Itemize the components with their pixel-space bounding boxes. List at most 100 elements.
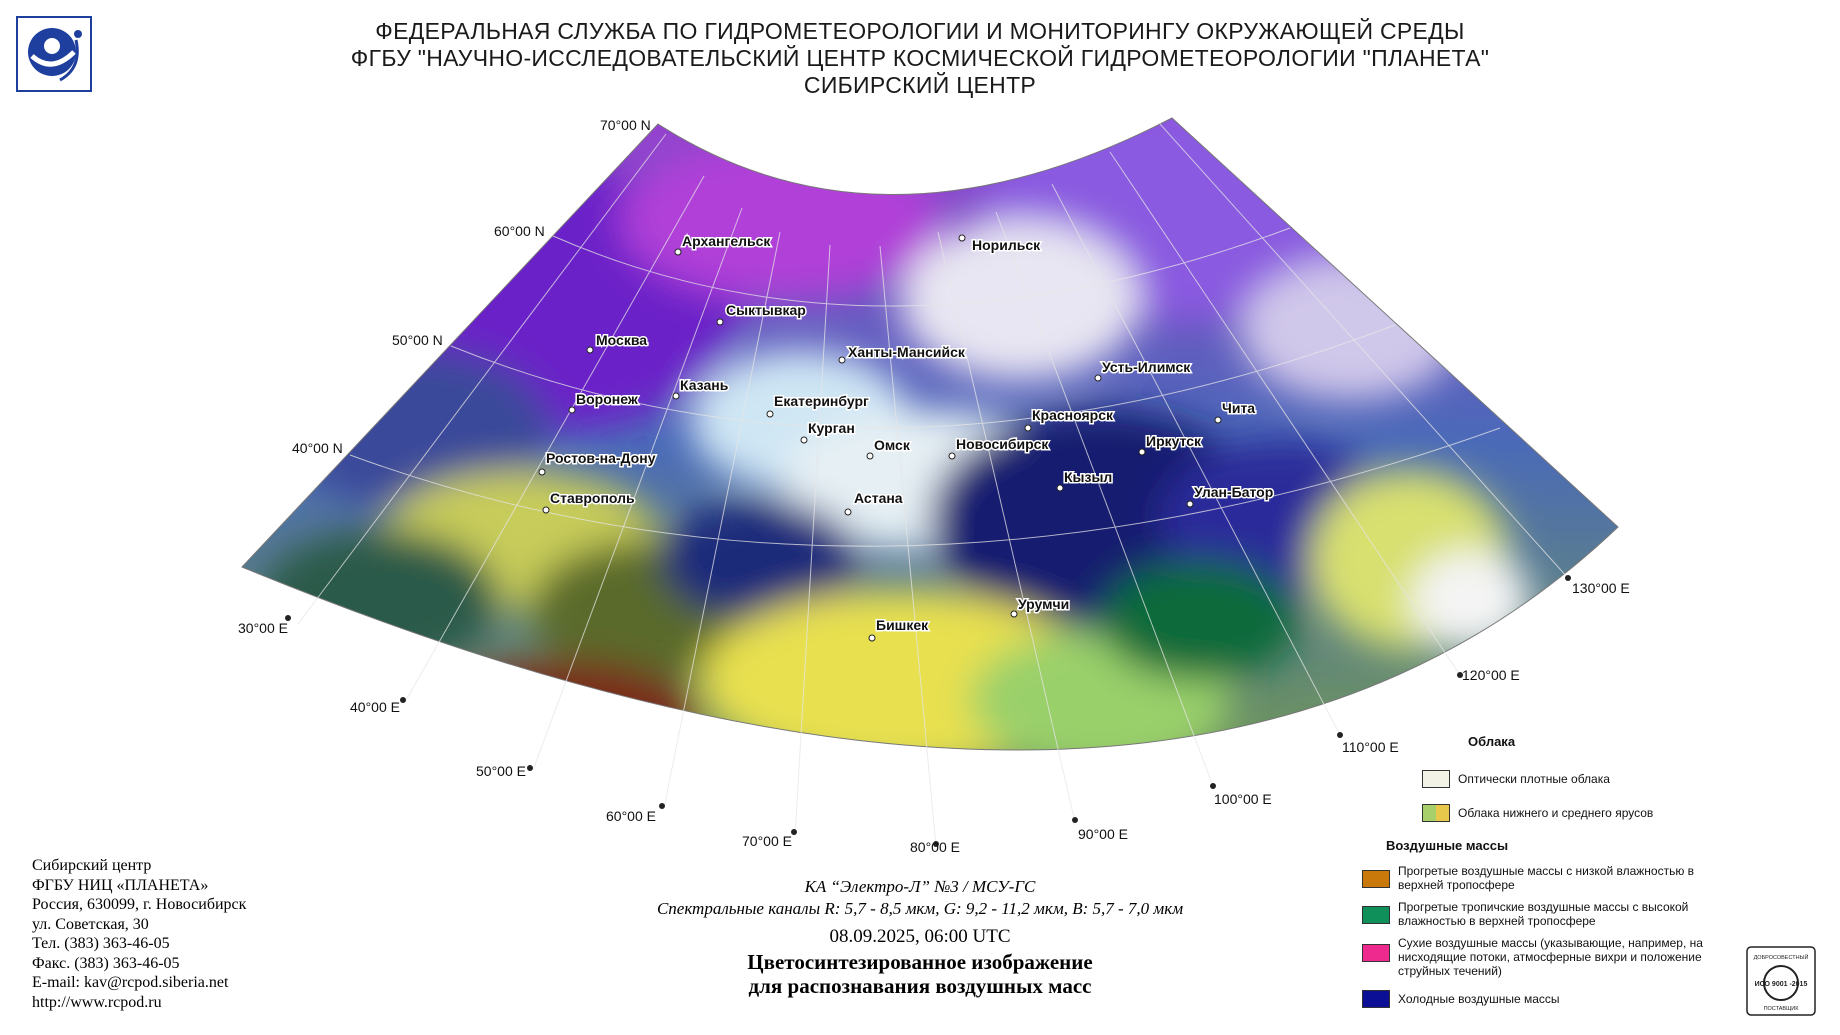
svg-text:Иркутск: Иркутск [1146,433,1202,449]
legend-item: Прогретые воздушные массы с низкой влажн… [1362,864,1698,892]
contact-line: ул. Советская, 30 [32,915,149,933]
legend-clouds-title: Облака [1468,734,1516,749]
iso-9001-badge: ДОБРОСОВЕСТНЫЙ ИСО 9001 -2015 ПОСТАВЩИК [1746,946,1816,1016]
city-urumqi: Урумчи [1010,595,1071,618]
svg-text:Ставрополь: Ставрополь [550,490,635,506]
city-novosibirsk: Новосибирск [948,435,1051,460]
legend-item: Прогретые тропичские воздушные массы с в… [1362,900,1698,928]
contact-line: Тел. (383) 363-46-05 [32,935,170,952]
svg-text:Кызыл: Кызыл [1064,469,1112,485]
lon-label: 40°00 E [350,699,400,715]
contact-url: http://www.rcpod.ru [32,993,162,1011]
header-line-3: СИБИРСКИЙ ЦЕНТР [803,72,1037,98]
legend-swatch [1362,990,1390,1008]
lon-label: 50°00 E [476,763,526,779]
svg-text:Воронеж: Воронеж [576,391,639,407]
svg-text:Новосибирск: Новосибирск [956,436,1049,452]
header-line-1: ФЕДЕРАЛЬНАЯ СЛУЖБА ПО ГИДРОМЕТЕОРОЛОГИИ … [375,18,1465,44]
legend-swatch [1362,944,1390,962]
city-kurgan: Курган [800,419,856,444]
header-line-2: ФГБУ "НАУЧНО-ИССЛЕДОВАТЕЛЬСКИЙ ЦЕНТР КОС… [350,45,1490,71]
svg-text:Астана: Астана [854,490,903,506]
city-voronezh: Воронеж [568,390,640,414]
svg-text:Казань: Казань [680,377,729,393]
legend-label: Прогретые тропичские воздушные массы с в… [1398,900,1689,928]
city-syktyvkar: Сыктывкар [716,301,807,326]
city-irkutsk: Иркутск [1138,432,1204,456]
city-kazan: Казань [672,376,730,400]
city-yekaterinburg: Екатеринбург [766,392,871,418]
svg-text:Архангельск: Архангельск [682,233,771,249]
contact-line: ФГБУ НИЦ «ПЛАНЕТА» [32,876,209,894]
contact-line: Сибирский центр [32,857,152,874]
lon-label: 30°00 E [238,620,288,636]
legend-label: Прогретые воздушные массы с низкой влажн… [1398,864,1695,892]
legend-swatch [1362,870,1390,888]
legend-label: Сухие воздушные массы (указывающие, напр… [1398,936,1703,978]
graticule [297,123,1569,847]
lat-label: 70°00 N [600,117,651,133]
header: ФЕДЕРАЛЬНАЯ СЛУЖБА ПО ГИДРОМЕТЕОРОЛОГИИ … [200,18,1640,99]
svg-text:ИСО 9001 -2015: ИСО 9001 -2015 [1755,981,1808,988]
svg-text:Сыктывкар: Сыктывкар [726,302,806,318]
svg-text:Норильск: Норильск [972,237,1041,253]
datetime: 08.09.2025, 06:00 UTC [829,926,1011,947]
legend-label: Холодные воздушные массы [1398,992,1560,1006]
legend-label: Оптически плотные облака [1458,772,1610,786]
lon-label: 80°00 E [910,839,960,855]
lat-label: 50°00 N [392,332,443,348]
svg-text:Омск: Омск [874,437,911,453]
lon-label: 70°00 E [742,833,792,849]
contact-info: Сибирский центр ФГБУ НИЦ «ПЛАНЕТА» Росси… [32,856,246,1012]
lon-label: 90°00 E [1078,826,1128,842]
city-ust-ilimsk: Усть-Илимск [1094,358,1193,382]
city-astana: Астана [844,489,904,516]
svg-text:Бишкек: Бишкек [876,617,929,633]
city-norilsk: Норильск [958,234,1043,255]
svg-text:Курган: Курган [808,420,855,436]
roshydromet-logo [16,16,92,92]
lon-label: 60°00 E [606,808,656,824]
legend-swatch [1362,906,1390,924]
lat-label: 60°00 N [494,223,545,239]
legend-item: Облака нижнего и среднего ярусов [1422,804,1798,822]
legend-swatch [1422,770,1450,788]
svg-text:Екатеринбург: Екатеринбург [774,393,869,409]
lat-label: 40°00 N [292,440,343,456]
svg-text:Москва: Москва [596,332,647,348]
contact-line: Факс. (383) 363-46-05 [32,954,180,972]
lon-label: 100°00 E [1214,791,1272,807]
caption: КА “Электро-Л” №3 / МСУ-ГС Спектральные … [560,876,1280,998]
legend-item: Сухие воздушные массы (указывающие, напр… [1362,936,1738,978]
svg-text:Ханты-Мансийск: Ханты-Мансийск [848,344,966,360]
spectral-channels: Спектральные каналы R: 5,7 - 8,5 мкм, G:… [656,899,1184,918]
svg-text:ПОСТАВЩИК: ПОСТАВЩИК [1764,1006,1800,1012]
city-chita: Чита [1214,399,1257,424]
satellite-info: КА “Электро-Л” №3 / МСУ-ГС [804,877,1036,896]
svg-text:Ростов-на-Дону: Ростов-на-Дону [546,450,656,466]
product-title-line-2: для распознавания воздушных масс [748,974,1092,998]
lon-label: 110°00 E [1342,739,1399,755]
legend-air-title: Воздушные массы [1386,838,1509,853]
svg-text:Усть-Илимск: Усть-Илимск [1102,359,1191,375]
city-ulan-bator: Улан-Батор [1186,483,1275,508]
legend-item: Холодные воздушные массы [1362,990,1738,1008]
city-stavropol: Ставрополь [542,489,637,514]
lon-ticks [285,575,1571,847]
city-bishkek: Бишкек [868,616,931,642]
legend-label: Облака нижнего и среднего ярусов [1458,806,1654,820]
city-arkhangelsk: Архангельск [674,232,773,256]
contact-email: E-mail: kav@rcpod.siberia.net [32,974,229,991]
svg-text:Улан-Батор: Улан-Батор [1194,484,1273,500]
svg-text:Красноярск: Красноярск [1032,407,1114,423]
city-omsk: Омск [866,436,912,460]
svg-text:Урумчи: Урумчи [1018,596,1069,612]
city-krasnoyarsk: Красноярск [1024,406,1115,432]
lon-label: 130°00 E [1572,580,1630,596]
city-khanty-mansiysk: Ханты-Мансийск [838,343,967,364]
svg-text:ДОБРОСОВЕСТНЫЙ: ДОБРОСОВЕСТНЫЙ [1754,953,1809,961]
product-title-line-1: Цветосинтезированное изображение [747,950,1093,974]
lon-label: 120°00 E [1462,667,1520,683]
city-rostov-na-donu: Ростов-на-Дону [538,449,657,476]
